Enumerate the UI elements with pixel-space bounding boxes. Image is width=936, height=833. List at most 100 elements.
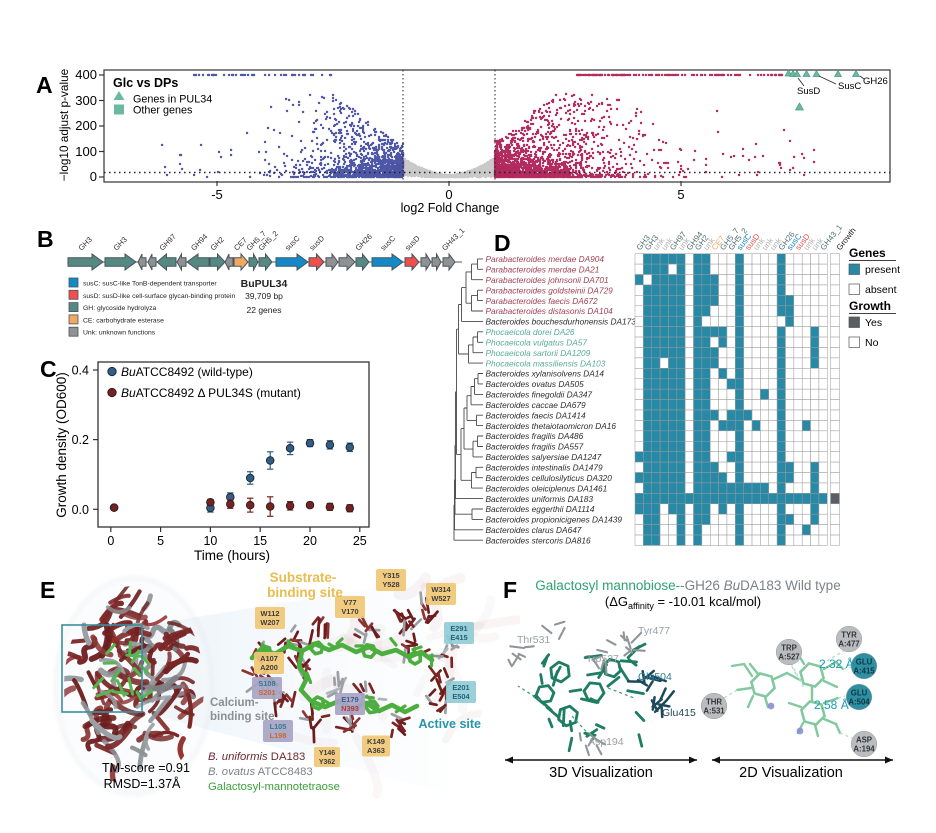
svg-text:susD: susD-like cell-surface g: susD: susD-like cell-surface glycan-bind… bbox=[83, 293, 235, 300]
svg-text:Bacteroides salyersiae DA1247: Bacteroides salyersiae DA1247 bbox=[486, 452, 602, 462]
svg-text:Glc vs DPs: Glc vs DPs bbox=[113, 76, 178, 90]
svg-text:SusC: SusC bbox=[838, 81, 861, 92]
svg-text:Time (hours): Time (hours) bbox=[194, 548, 270, 563]
svg-text:TRP: TRP bbox=[781, 644, 797, 653]
svg-text:A363: A363 bbox=[367, 746, 385, 755]
svg-text:Bacteroides eggerthii DA1114: Bacteroides eggerthii DA1114 bbox=[486, 504, 595, 514]
svg-text:10: 10 bbox=[203, 534, 217, 548]
svg-text:300: 300 bbox=[75, 93, 97, 108]
svg-text:Genes: Genes bbox=[849, 246, 886, 260]
svg-text:present: present bbox=[865, 264, 900, 276]
svg-text:Parabacteroides goldsteinii DA: Parabacteroides goldsteinii DA729 bbox=[486, 285, 614, 295]
svg-text:15: 15 bbox=[253, 534, 267, 548]
svg-text:GH3: GH3 bbox=[77, 235, 94, 252]
svg-text:Thr531: Thr531 bbox=[517, 634, 550, 646]
svg-text:Bacteroides thetaiotaomicron D: Bacteroides thetaiotaomicron DA16 bbox=[486, 421, 617, 431]
svg-text:Bacteroides propionicigenes DA: Bacteroides propionicigenes DA1439 bbox=[486, 515, 623, 525]
svg-text:Tyr477: Tyr477 bbox=[638, 625, 670, 637]
svg-text:Bacteroides ovatus DA505: Bacteroides ovatus DA505 bbox=[486, 379, 585, 389]
svg-text:Other genes: Other genes bbox=[133, 105, 193, 117]
svg-text:A:531: A:531 bbox=[703, 707, 725, 716]
svg-text:0.4: 0.4 bbox=[72, 364, 89, 378]
svg-text:Trp527: Trp527 bbox=[586, 653, 619, 665]
svg-text:Bacteroides intestinalis DA147: Bacteroides intestinalis DA1479 bbox=[486, 463, 604, 473]
svg-text:A:527: A:527 bbox=[778, 653, 799, 662]
svg-text:GH2: GH2 bbox=[209, 235, 226, 252]
svg-text:susC: susC bbox=[379, 233, 398, 252]
svg-text:susC: susC-like TonB-dependent: susC: susC-like TonB-dependent transport… bbox=[83, 281, 217, 288]
svg-text:BuATCC8492 Δ PUL34S (mutant): BuATCC8492 Δ PUL34S (mutant) bbox=[121, 386, 301, 400]
svg-text:Calcium-: Calcium- bbox=[210, 697, 259, 709]
svg-text:Phocaeicola massiliensis DA103: Phocaeicola massiliensis DA103 bbox=[486, 358, 606, 368]
svg-text:-5: -5 bbox=[211, 187, 223, 202]
svg-text:GH: glycoside hydrolyza: GH: glycoside hydrolyza bbox=[83, 305, 157, 312]
svg-text:200: 200 bbox=[75, 118, 97, 133]
svg-text:Y362: Y362 bbox=[319, 759, 335, 766]
svg-text:Asp194: Asp194 bbox=[588, 736, 624, 748]
svg-text:2.32 Å: 2.32 Å bbox=[819, 656, 854, 671]
svg-text:Bacteroides cellulosilyticus D: Bacteroides cellulosilyticus DA320 bbox=[486, 473, 613, 483]
svg-text:A200: A200 bbox=[260, 663, 278, 672]
svg-text:E415: E415 bbox=[450, 633, 467, 642]
svg-text:THR: THR bbox=[706, 698, 722, 707]
svg-text:V170: V170 bbox=[341, 607, 358, 616]
svg-text:0.2: 0.2 bbox=[72, 433, 89, 447]
svg-text:2.58 Å: 2.58 Å bbox=[814, 697, 849, 712]
svg-text:GLU: GLU bbox=[851, 689, 868, 698]
svg-text:Yes: Yes bbox=[865, 317, 882, 329]
svg-text:E291: E291 bbox=[450, 624, 467, 633]
svg-text:GH26: GH26 bbox=[863, 76, 888, 87]
svg-text:A:504: A:504 bbox=[848, 698, 870, 707]
svg-text:S108: S108 bbox=[258, 679, 275, 688]
svg-text:Bacteroides stercoris DA816: Bacteroides stercoris DA816 bbox=[486, 535, 592, 545]
svg-text:Glu415: Glu415 bbox=[662, 707, 696, 719]
svg-text:Bacteroides fragilis DA486: Bacteroides fragilis DA486 bbox=[486, 431, 584, 441]
svg-text:Bacteroides caccae DA679: Bacteroides caccae DA679 bbox=[486, 400, 586, 410]
svg-text:susD: susD bbox=[403, 233, 422, 252]
svg-text:W207: W207 bbox=[260, 618, 279, 627]
svg-text:25: 25 bbox=[353, 534, 367, 548]
svg-text:S201: S201 bbox=[258, 688, 275, 697]
svg-text:100: 100 bbox=[75, 144, 97, 159]
svg-text:E504: E504 bbox=[452, 692, 470, 701]
svg-text:Phocaeicola sartorii DA1209: Phocaeicola sartorii DA1209 bbox=[486, 348, 591, 358]
svg-text:binding site: binding site bbox=[267, 585, 343, 600]
svg-text:0: 0 bbox=[107, 534, 114, 548]
svg-text:W527: W527 bbox=[431, 594, 450, 603]
svg-text:Bacteroides fragilis DA557: Bacteroides fragilis DA557 bbox=[486, 442, 584, 452]
svg-text:GH26: GH26 bbox=[354, 232, 374, 252]
svg-text:ASP: ASP bbox=[856, 736, 872, 745]
svg-text:Parabacteroides johnsonii DA70: Parabacteroides johnsonii DA701 bbox=[486, 275, 609, 285]
svg-text:TYR: TYR bbox=[841, 631, 857, 640]
svg-text:GH97: GH97 bbox=[158, 232, 178, 252]
svg-text:binding site: binding site bbox=[210, 711, 275, 723]
svg-text:Unk: unknown functions: Unk: unknown functions bbox=[83, 330, 156, 337]
svg-text:0: 0 bbox=[445, 187, 452, 202]
svg-text:Substrate-: Substrate- bbox=[270, 570, 337, 585]
svg-text:Glu504: Glu504 bbox=[638, 671, 672, 683]
svg-text:Bacteroides oleiciplenus DA146: Bacteroides oleiciplenus DA1461 bbox=[486, 483, 608, 493]
svg-text:Bacteroides faecis DA1414: Bacteroides faecis DA1414 bbox=[486, 410, 586, 420]
svg-text:5: 5 bbox=[157, 534, 164, 548]
svg-text:0.0: 0.0 bbox=[72, 503, 89, 517]
svg-text:RMSD=1.37Å: RMSD=1.37Å bbox=[104, 776, 181, 791]
svg-text:A107: A107 bbox=[260, 654, 278, 663]
svg-text:N393: N393 bbox=[341, 704, 359, 713]
svg-text:Y315: Y315 bbox=[382, 571, 399, 580]
svg-text:BuPUL34: BuPUL34 bbox=[241, 278, 288, 290]
svg-text:GLU: GLU bbox=[856, 658, 873, 667]
svg-text:L198: L198 bbox=[270, 731, 287, 740]
svg-text:Genes in PUL34: Genes in PUL34 bbox=[133, 94, 212, 106]
svg-text:Bacteroides bouchesdurhonensis: Bacteroides bouchesdurhonensis DA173 bbox=[486, 317, 637, 327]
svg-text:B. ovatus ATCC8483: B. ovatus ATCC8483 bbox=[208, 766, 313, 778]
svg-text:susC: susC bbox=[283, 233, 302, 252]
svg-text:5: 5 bbox=[677, 187, 684, 202]
svg-text:A:477: A:477 bbox=[838, 640, 859, 649]
svg-text:Bacteroides uniformis DA183: Bacteroides uniformis DA183 bbox=[486, 494, 594, 504]
svg-text:400: 400 bbox=[75, 67, 97, 82]
svg-text:No: No bbox=[865, 337, 879, 349]
svg-text:W314: W314 bbox=[431, 585, 451, 594]
svg-text:Active site: Active site bbox=[418, 717, 481, 731]
svg-text:−log10 adjust p-value: −log10 adjust p-value bbox=[57, 68, 71, 181]
svg-text:Parabacteroides distasonis DA1: Parabacteroides distasonis DA104 bbox=[486, 306, 614, 316]
